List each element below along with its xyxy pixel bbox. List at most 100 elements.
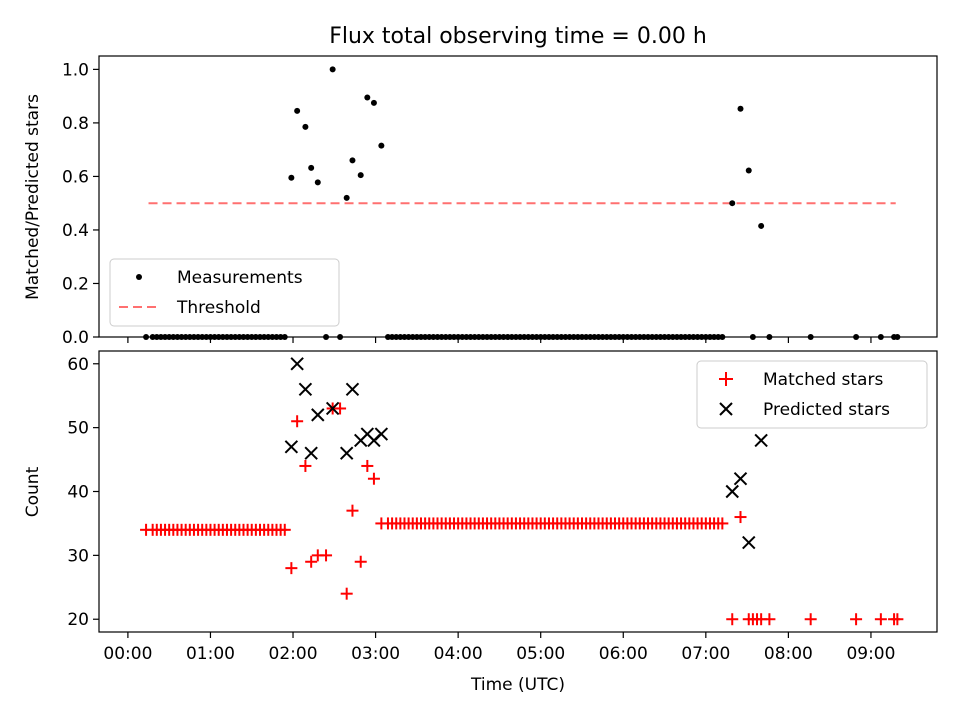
predicted-star-stroke-b — [325, 401, 340, 416]
matched-star-point — [891, 613, 904, 626]
matched-star-point — [804, 613, 817, 626]
ratio-y-tick-label: 1.0 — [62, 60, 89, 80]
predicted-star-stroke-b — [754, 433, 768, 448]
predicted-star-point — [754, 433, 768, 448]
matched-star-point — [367, 472, 380, 485]
count-x-tick-label: 02:00 — [269, 644, 318, 664]
measurement-point — [729, 200, 736, 207]
matched-star-point — [278, 523, 291, 536]
count-legend: Matched stars Predicted stars — [696, 360, 928, 429]
matched-star-point — [320, 549, 333, 562]
count-y-tick-label: 30 — [67, 546, 89, 566]
count-x-tick-label: 09:00 — [846, 644, 895, 664]
count-x-tick-label: 07:00 — [681, 644, 730, 664]
x-axis-label: Time (UTC) — [470, 675, 565, 695]
predicted-star-stroke-b — [733, 472, 748, 486]
legend-threshold-label: Threshold — [176, 298, 261, 318]
count-x-tick-label: 08:00 — [764, 644, 813, 664]
legend-predicted-label: Predicted stars — [763, 400, 890, 420]
ratio-y-tick-label: 0.0 — [62, 328, 89, 348]
matched-star-point — [346, 504, 359, 517]
predicted-star-point — [298, 382, 313, 397]
legend-matched-label: Matched stars — [763, 370, 883, 390]
ratio-y-axis: 0.0 0.2 0.4 0.6 0.8 1.0 — [62, 60, 99, 348]
matched-star-point — [763, 613, 776, 626]
count-x-tick-label: 04:00 — [434, 644, 483, 664]
predicted-star-point — [345, 382, 360, 397]
measurement-point — [370, 99, 377, 106]
matched-star-point — [734, 511, 747, 524]
ratio-y-axis-label: Matched/Predicted stars — [23, 94, 43, 300]
count-y-tick-label: 20 — [67, 610, 89, 630]
count-points — [140, 357, 904, 626]
predicted-star-stroke-b — [304, 446, 318, 460]
matched-star-point — [716, 517, 729, 530]
predicted-star-point — [311, 408, 325, 422]
predicted-star-point — [284, 440, 299, 454]
measurement-point — [349, 157, 356, 164]
ratio-x-ticks — [127, 337, 872, 343]
measurement-point — [329, 66, 336, 73]
matched-star-point — [874, 613, 887, 626]
count-y-axis: 20 30 40 50 60 — [67, 355, 99, 630]
count-panel: 20 30 40 50 60 00:00 01:00 02:00 03:00 04:00 05:0… — [23, 350, 938, 695]
count-x-tick-label: 03:00 — [351, 644, 400, 664]
measurement-point — [302, 123, 309, 130]
matched-star-point — [850, 613, 863, 626]
predicted-star-point — [325, 401, 340, 416]
measurement-point — [364, 94, 371, 101]
legend-measurements-marker — [136, 274, 142, 280]
predicted-star-stroke-b — [725, 484, 739, 499]
matched-star-point — [299, 459, 312, 472]
ratio-plot-frame — [98, 55, 938, 338]
measurement-point — [294, 107, 301, 114]
count-x-tick-label: 05:00 — [516, 644, 565, 664]
predicted-star-stroke-b — [374, 427, 389, 441]
ratio-legend: Measurements Threshold — [109, 258, 340, 327]
matched-star-point — [340, 587, 353, 600]
predicted-star-point — [290, 357, 304, 371]
legend-predicted-marker — [719, 402, 733, 416]
predicted-star-stroke-b — [345, 382, 360, 397]
matched-star-point — [726, 613, 739, 626]
predicted-star-stroke-b — [290, 357, 304, 371]
measurement-point — [378, 142, 385, 149]
chart-title: Flux total observing time = 0.00 h — [329, 24, 707, 49]
ratio-y-tick-label: 0.4 — [62, 221, 89, 241]
ratio-panel: 0.0 0.2 0.4 0.6 0.8 1.0 Matched/Predicted sta… — [23, 55, 938, 348]
matched-star-point — [334, 402, 347, 415]
measurement-point — [288, 174, 295, 181]
predicted-star-stroke-b — [298, 382, 313, 397]
predicted-star-point — [733, 472, 748, 486]
predicted-star-point — [374, 427, 389, 441]
measurement-point — [343, 194, 350, 201]
count-plot-frame — [98, 350, 938, 633]
count-y-tick-label: 50 — [67, 419, 89, 439]
measurement-point — [357, 172, 364, 179]
ratio-y-tick-label: 0.2 — [62, 274, 89, 294]
measurement-point — [308, 164, 315, 171]
ratio-y-tick-label: 0.6 — [62, 167, 89, 187]
predicted-star-point — [304, 446, 318, 460]
predicted-star-stroke-b — [742, 535, 756, 550]
predicted-star-point — [725, 484, 739, 499]
count-x-axis: 00:00 01:00 02:00 03:00 04:00 05:00 06:00 07:00… — [103, 632, 895, 664]
legend-measurements-label: Measurements — [177, 268, 303, 288]
count-x-tick-label: 06:00 — [599, 644, 648, 664]
measurement-point — [758, 222, 765, 229]
count-y-axis-label: Count — [23, 466, 43, 517]
matched-star-point — [361, 459, 374, 472]
legend-matched-marker — [719, 372, 733, 386]
matched-star-point — [291, 415, 304, 428]
measurement-point — [745, 167, 752, 174]
ratio-y-tick-label: 0.8 — [62, 114, 89, 134]
count-y-tick-label: 40 — [67, 483, 89, 503]
count-x-tick-label: 01:00 — [186, 644, 235, 664]
matched-star-point — [354, 555, 367, 568]
predicted-star-stroke-b — [360, 427, 375, 441]
count-legend-box — [696, 360, 928, 429]
count-y-tick-label: 60 — [67, 355, 89, 375]
predicted-star-stroke-b — [284, 440, 299, 454]
measurement-point — [314, 179, 321, 186]
